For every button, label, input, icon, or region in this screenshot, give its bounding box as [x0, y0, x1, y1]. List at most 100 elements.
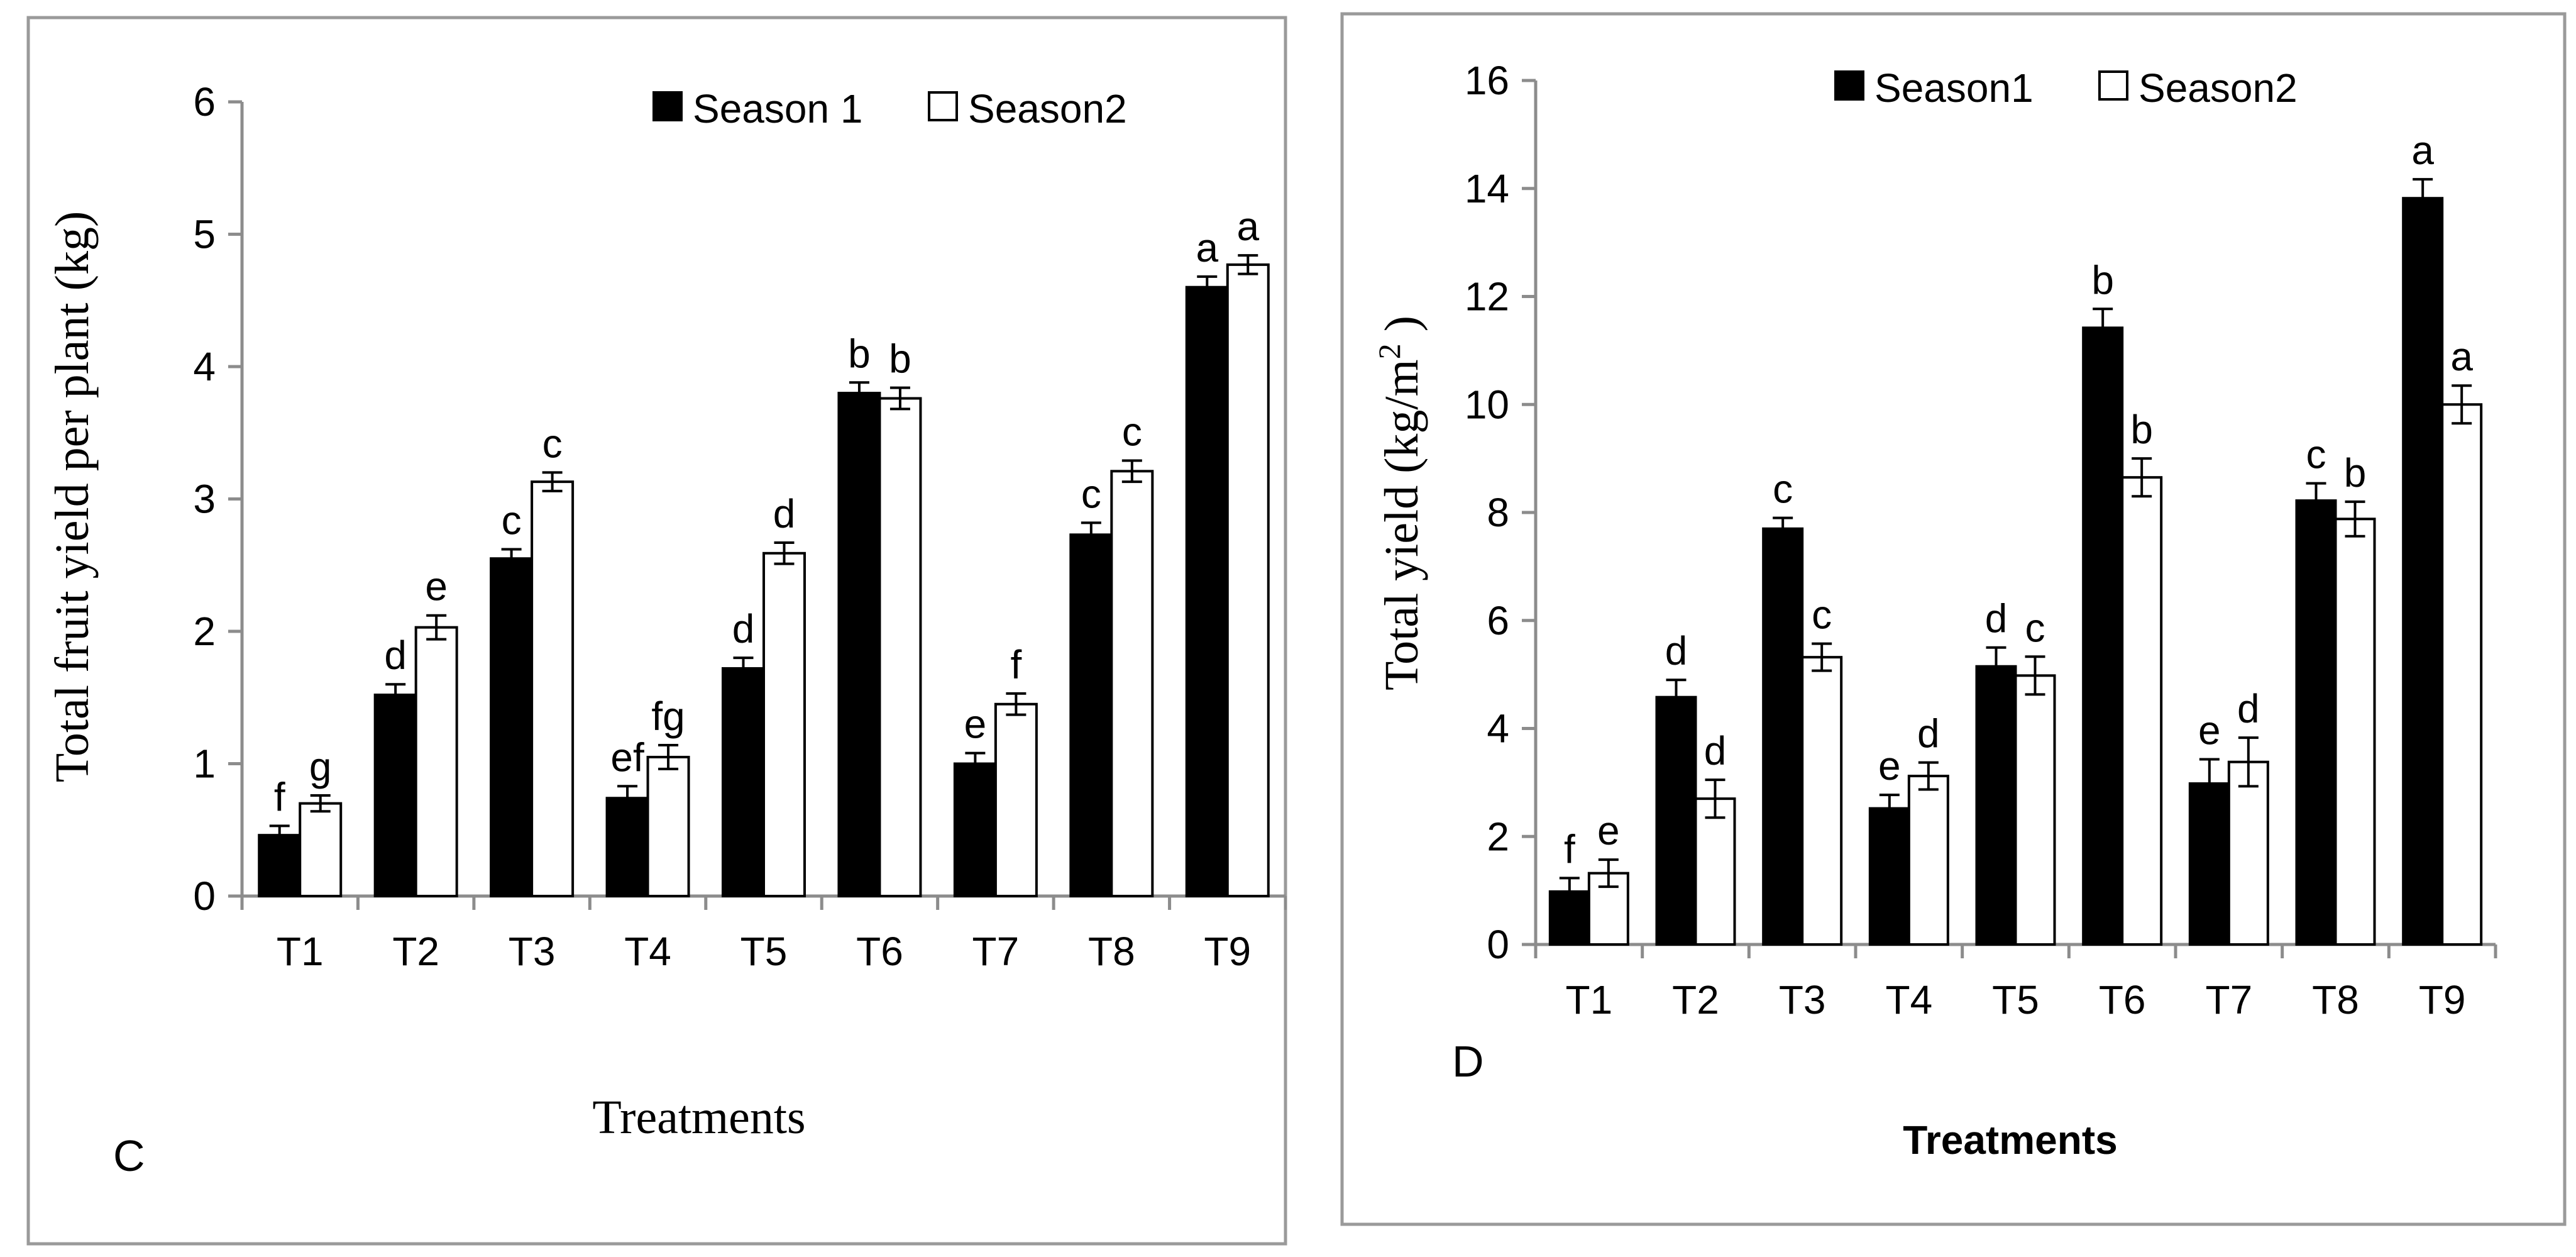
- panel-c-bar-season2-t7: [994, 702, 1038, 898]
- panel-d-x-axis-title: Treatments: [1903, 1117, 2117, 1163]
- panel-c-significance-letter: g: [309, 744, 332, 789]
- panel-c-y-tick-label: 6: [193, 79, 216, 125]
- panel-c-x-tick-label: T6: [856, 929, 903, 974]
- panel-c-bar-season2-t1: [299, 802, 343, 898]
- panel-d-y-tick-label: 4: [1487, 706, 1509, 751]
- panel-d-y-tick-label: 6: [1487, 598, 1509, 643]
- panel-c-significance-letter: b: [848, 331, 871, 376]
- panel-d-significance-letter: e: [1597, 808, 1620, 853]
- panel-d-label: D: [1452, 1037, 1484, 1086]
- panel-c-legend-label-1: Season 1: [693, 86, 862, 131]
- panel-d-bar-season1-t2: [1655, 695, 1697, 946]
- panel-c-bar-season2-t4: [646, 755, 690, 897]
- panel-d-x-tick-label: T8: [2312, 977, 2359, 1022]
- panel-c-x-tick-label: T5: [740, 929, 788, 974]
- panel-d-bar-season1-t5: [1975, 665, 2017, 946]
- panel-c-y-tick-label: 2: [193, 609, 216, 654]
- panel-c-significance-letter: d: [384, 633, 407, 678]
- panel-d-significance-letter: b: [2344, 450, 2367, 496]
- panel-c-significance-letter: a: [1196, 225, 1218, 270]
- panel-c-significance-letter: f: [1010, 642, 1021, 687]
- panel-c-significance-letter: b: [889, 336, 911, 382]
- panel-d-significance-letter: c: [1812, 592, 1832, 638]
- panel-c-y-tick-label: 5: [193, 212, 216, 257]
- panel-c-x-tick-label: T8: [1088, 929, 1135, 974]
- panel-d-y-tick-label: 8: [1487, 490, 1509, 535]
- panel-d-significance-letter: e: [1878, 743, 1901, 789]
- panel-d-legend-swatch-1: [1834, 70, 1864, 101]
- panel-d-y-axis-title-main: Total yield (kg/m: [1375, 359, 1428, 690]
- panel-c-significance-letter: c: [1122, 409, 1142, 454]
- panel-c-significance-letter: ef: [610, 734, 644, 780]
- panel-c-significance-letter: f: [274, 774, 285, 819]
- panel-d-significance-letter: d: [2237, 686, 2260, 731]
- panel-d-frame: [1340, 12, 2567, 1226]
- panel-d-significance-letter: c: [1773, 467, 1793, 512]
- panel-c-bar-season1-t8: [1069, 533, 1113, 897]
- panel-d-significance-letter: a: [2411, 128, 2434, 173]
- panel-d-bar-season2-t7: [2227, 760, 2269, 946]
- panel-c-y-tick-label: 4: [193, 344, 216, 389]
- panel-d-significance-letter: b: [2091, 257, 2114, 302]
- panel-d-x-tick-label: T5: [1992, 977, 2039, 1022]
- panel-c-y-axis-title: Total fruit yield per plant (kg): [46, 211, 99, 783]
- panel-d-legend-label-2: Season2: [2138, 65, 2298, 111]
- panel-d-x-tick-label: T7: [2205, 977, 2252, 1022]
- panel-c-x-tick-label: T2: [392, 929, 439, 974]
- panel-d-significance-letter: c: [2025, 605, 2045, 650]
- panel-c-significance-letter: a: [1236, 204, 1259, 249]
- panel-d-y-axis-title-superscript: 2: [1372, 343, 1407, 359]
- panel-c-bar-season1-t6: [837, 392, 881, 897]
- panel-c-bar-season1-t9: [1185, 285, 1229, 897]
- panel-c-significance-letter: e: [425, 564, 448, 609]
- panel-c-bar-season1-t3: [490, 557, 534, 897]
- panel-c-bar-season2-t5: [762, 551, 806, 897]
- panel-c-x-axis-title: Treatments: [592, 1091, 805, 1144]
- panel-d-x-tick-label: T2: [1672, 977, 1719, 1022]
- panel-d-bar-season2-t9: [2441, 403, 2483, 946]
- panel-c-bar-season1-t2: [373, 694, 417, 898]
- panel-d-y-tick-label: 16: [1465, 58, 1509, 103]
- panel-c-significance-letter: d: [773, 491, 796, 536]
- panel-c-x-tick-label: T4: [624, 929, 671, 974]
- panel-d-significance-letter: b: [2130, 407, 2153, 452]
- panel-c-significance-letter: c: [1081, 471, 1101, 516]
- panel-d-y-axis-title: Total yield (kg/m2 ): [1372, 316, 1428, 690]
- panel-c-y-tick-label: 3: [193, 477, 216, 522]
- panel-c-legend-swatch-1: [652, 91, 683, 121]
- panel-c-bar-season2-t9: [1226, 263, 1270, 898]
- panel-d-legend-swatch-2: [2098, 70, 2128, 101]
- panel-d-x-tick-label: T3: [1779, 977, 1826, 1022]
- panel-d-bar-season1-t9: [2402, 197, 2444, 946]
- panel-d-y-tick-label: 14: [1465, 166, 1509, 211]
- panel-d-bar-season1-t3: [1762, 527, 1804, 946]
- panel-d-legend-label-1: Season1: [1874, 65, 2034, 111]
- panel-c-significance-letter: d: [732, 606, 755, 651]
- panel-d-significance-letter: a: [2450, 334, 2473, 379]
- panel-d-significance-letter: d: [1704, 728, 1727, 773]
- panel-d-x-tick-label: T4: [1885, 977, 1932, 1022]
- panel-c-bar-season1-t4: [605, 797, 649, 897]
- panel-c-x-tick-label: T3: [509, 929, 556, 974]
- panel-c-significance-letter: e: [964, 702, 987, 747]
- panel-c-x-tick-label: T1: [277, 929, 324, 974]
- panel-d-bar-season1-t8: [2295, 499, 2337, 946]
- panel-d-x-tick-label: T1: [1565, 977, 1612, 1022]
- panel-c-bar-season2-t8: [1110, 470, 1154, 897]
- panel-d-significance-letter: d: [1917, 711, 1940, 756]
- panel-d-bar-season1-t4: [1868, 807, 1910, 946]
- panel-d-y-tick-label: 10: [1465, 382, 1509, 427]
- panel-c-significance-letter: fg: [651, 694, 685, 739]
- panel-c-bar-season2-t2: [414, 626, 458, 897]
- panel-d-significance-letter: e: [2198, 707, 2221, 753]
- panel-d-bar-season1-t6: [2082, 326, 2124, 946]
- panel-c-y-tick-label: 1: [193, 741, 216, 787]
- panel-d-y-tick-label: 2: [1487, 814, 1509, 859]
- panel-d-bar-season2-t6: [2121, 476, 2163, 946]
- panel-d-bar-season2-t3: [1801, 656, 1843, 946]
